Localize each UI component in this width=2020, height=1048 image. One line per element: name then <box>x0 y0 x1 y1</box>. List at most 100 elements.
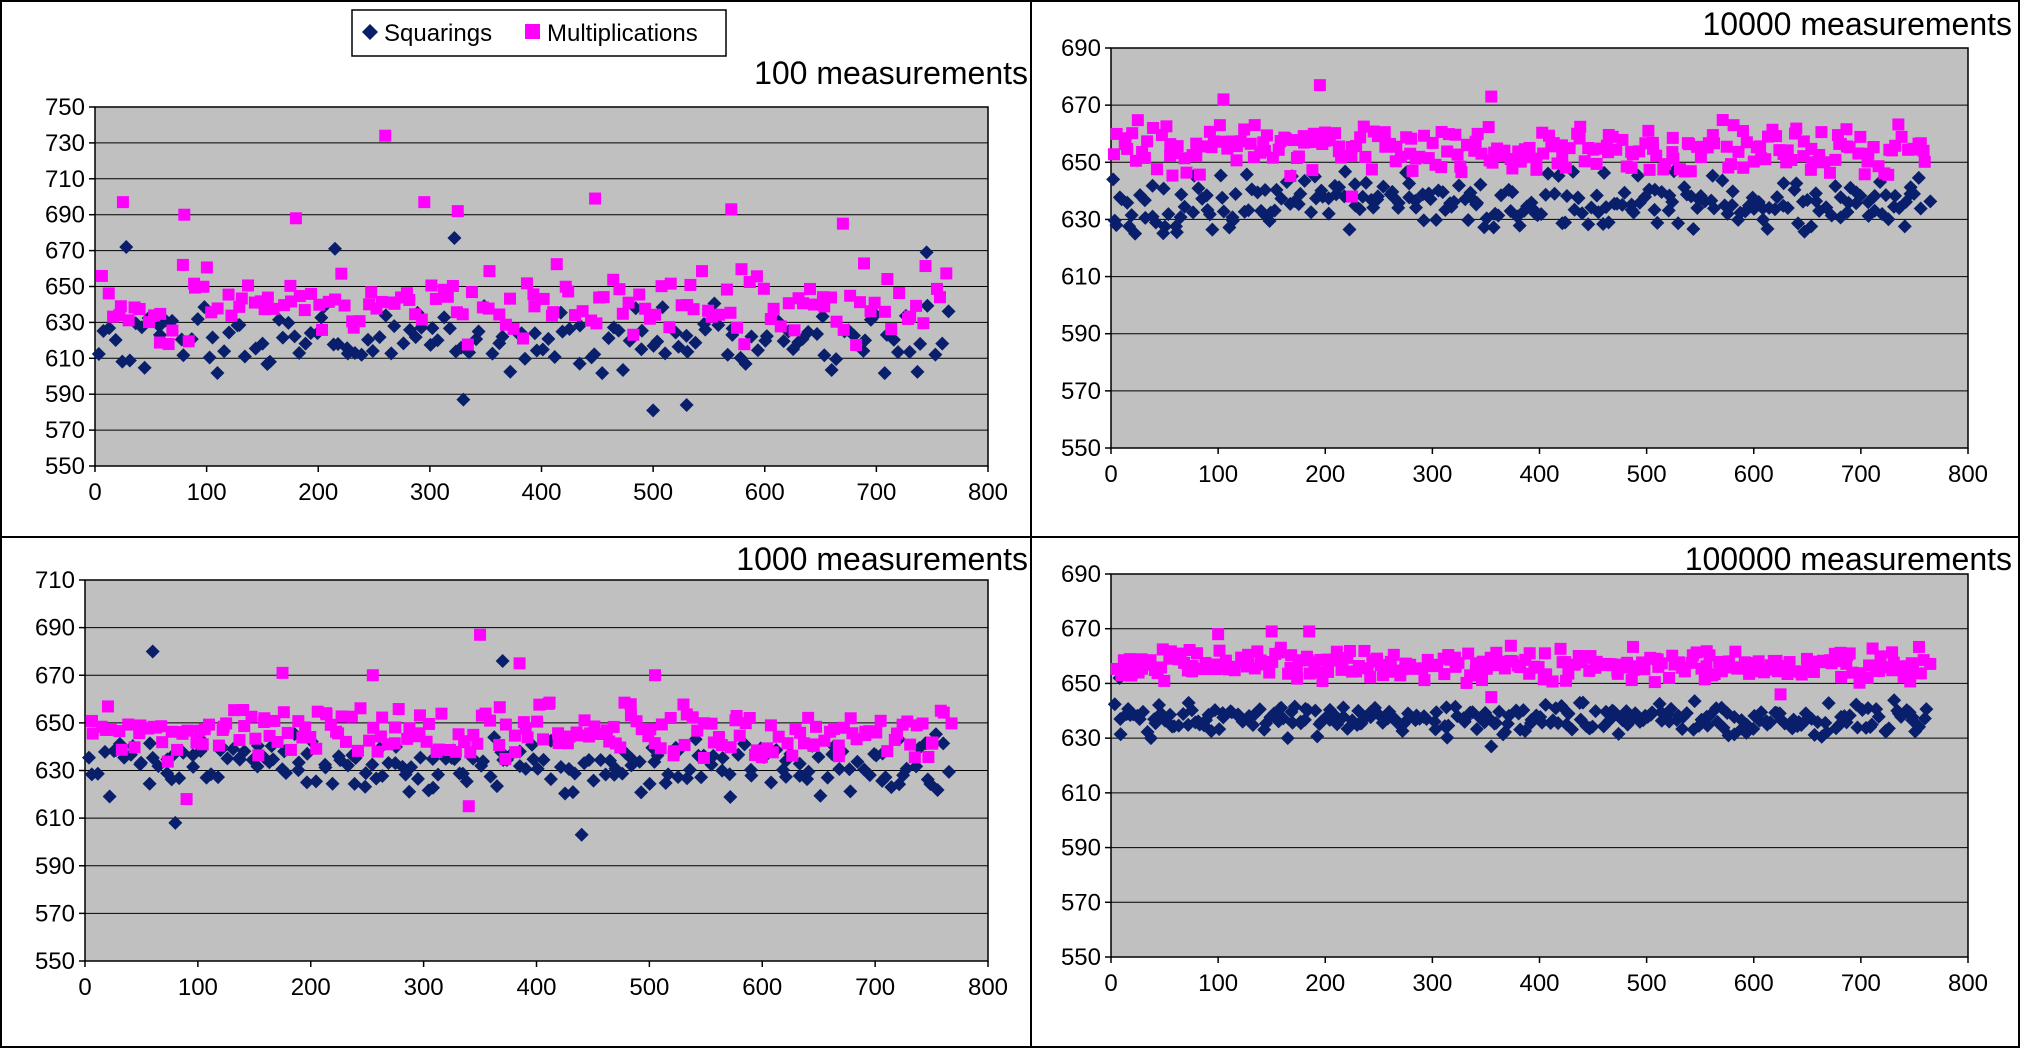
data-point-multiplications <box>743 711 756 724</box>
y-tick-label: 690 <box>35 615 75 642</box>
data-point-squarings <box>318 757 333 772</box>
data-point-squarings <box>801 764 816 779</box>
data-point-multiplications <box>1413 150 1426 163</box>
data-point-squarings <box>1385 184 1400 199</box>
data-point-multiplications <box>1642 124 1655 137</box>
data-point-multiplications <box>1426 136 1439 149</box>
data-point-multiplications <box>684 278 697 291</box>
data-point-squarings <box>292 345 307 360</box>
data-point-squarings <box>168 815 183 830</box>
data-point-multiplications <box>1666 131 1679 144</box>
data-point-squarings <box>202 350 217 365</box>
data-point-squarings <box>190 312 205 327</box>
data-point-squarings <box>447 231 462 246</box>
x-tick-label: 500 <box>633 479 673 506</box>
data-point-multiplications <box>552 727 565 740</box>
data-point-multiplications <box>837 323 850 336</box>
data-point-multiplications <box>1482 121 1495 134</box>
data-point-squarings <box>1461 213 1476 228</box>
data-point-squarings <box>920 298 935 313</box>
data-point-squarings <box>738 356 753 371</box>
data-point-squarings <box>764 775 779 790</box>
x-tick-label: 400 <box>1519 970 1559 997</box>
data-point-squarings <box>396 336 411 351</box>
data-point-squarings <box>1429 705 1444 720</box>
data-point-squarings <box>829 352 844 367</box>
data-point-squarings <box>1897 219 1912 234</box>
data-point-multiplications <box>1213 644 1226 657</box>
chart-title: 1000 measurements <box>736 541 1028 577</box>
data-point-multiplications <box>271 735 284 748</box>
data-point-multiplications <box>435 707 448 720</box>
data-point-multiplications <box>806 738 819 751</box>
y-tick-label: 690 <box>1061 35 1101 62</box>
data-point-multiplications <box>1590 157 1603 170</box>
data-point-squarings <box>1440 730 1455 745</box>
data-point-squarings <box>694 770 709 785</box>
data-point-squarings <box>1645 705 1660 720</box>
data-point-multiplications <box>1504 639 1517 652</box>
y-tick-label: 590 <box>1061 321 1101 348</box>
y-tick-label: 590 <box>45 381 85 408</box>
x-tick-label: 800 <box>1948 970 1988 997</box>
data-point-multiplications <box>542 697 555 710</box>
data-point-multiplications <box>449 745 462 758</box>
y-tick-label: 710 <box>45 166 85 193</box>
data-point-squarings <box>430 333 445 348</box>
data-point-multiplications <box>686 711 699 724</box>
data-point-squarings <box>530 761 545 776</box>
data-point-squarings <box>97 744 112 759</box>
data-point-multiplications <box>1195 140 1208 153</box>
data-point-multiplications <box>1141 135 1154 148</box>
data-point-multiplications <box>509 746 522 759</box>
data-point-multiplications <box>908 751 921 764</box>
data-point-squarings <box>1113 727 1128 742</box>
data-point-multiplications <box>663 321 676 334</box>
data-point-multiplications <box>258 712 271 725</box>
data-point-squarings <box>1145 178 1160 193</box>
data-point-multiplications <box>1559 656 1572 669</box>
data-point-multiplications <box>462 800 475 813</box>
data-point-squarings <box>581 753 596 768</box>
y-tick-label: 650 <box>45 274 85 301</box>
data-point-multiplications <box>1387 648 1400 661</box>
y-tick-label: 570 <box>35 900 75 927</box>
data-point-squarings <box>354 347 369 362</box>
data-point-squarings <box>266 752 281 767</box>
data-point-multiplications <box>238 720 251 733</box>
data-point-multiplications <box>590 317 603 330</box>
data-point-multiplications <box>922 750 935 763</box>
data-point-multiplications <box>304 731 317 744</box>
data-point-multiplications <box>1917 144 1930 157</box>
data-point-squarings <box>632 754 647 769</box>
data-point-squarings <box>1469 197 1484 212</box>
data-point-squarings <box>928 347 943 362</box>
data-point-multiplications <box>616 307 629 320</box>
data-point-squarings <box>1473 177 1488 192</box>
data-point-multiplications <box>893 286 906 299</box>
data-point-multiplications <box>95 269 108 282</box>
data-point-squarings <box>815 309 830 324</box>
data-point-multiplications <box>310 742 323 755</box>
data-point-multiplications <box>1606 130 1619 143</box>
data-point-multiplications <box>1126 127 1139 140</box>
data-point-squarings <box>1571 191 1586 206</box>
data-point-multiplications <box>212 739 225 752</box>
data-point-multiplications <box>589 192 602 205</box>
data-point-multiplications <box>1303 625 1316 638</box>
y-tick-label: 670 <box>1061 616 1101 643</box>
data-point-squarings <box>483 769 498 784</box>
data-point-multiplications <box>484 714 497 727</box>
data-point-squarings <box>598 767 613 782</box>
data-point-squarings <box>402 784 417 799</box>
data-point-squarings <box>220 751 235 766</box>
data-point-squarings <box>1881 212 1896 227</box>
data-point-multiplications <box>242 279 255 292</box>
data-point-squarings <box>205 330 220 345</box>
data-point-squarings <box>165 313 180 328</box>
data-point-multiplications <box>338 299 351 312</box>
data-point-multiplications <box>781 737 794 750</box>
data-point-multiplications <box>550 258 563 271</box>
data-point-multiplications <box>1690 646 1703 659</box>
data-point-squarings <box>137 360 152 375</box>
